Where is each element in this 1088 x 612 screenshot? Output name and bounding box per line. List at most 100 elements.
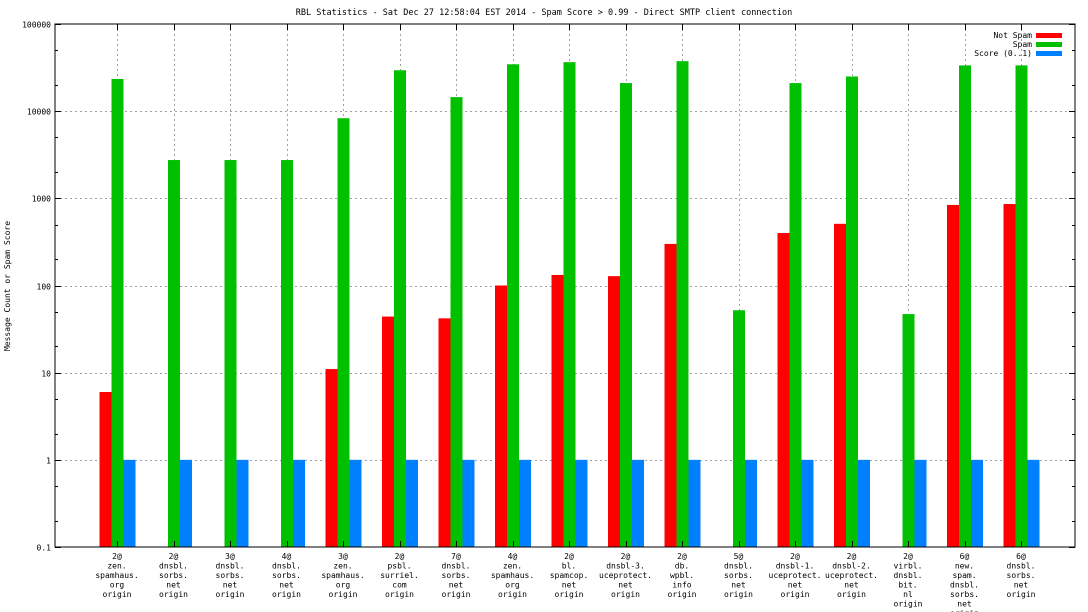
bar-spam	[563, 62, 576, 547]
bar-score-0-1	[349, 459, 362, 547]
y-tick-label: 100000	[22, 21, 51, 30]
bar-spam	[902, 314, 915, 547]
bar-score-0-1	[519, 459, 531, 547]
y-tick-label: 10000	[27, 108, 51, 117]
x-tick-label-line: spamhaus.	[95, 571, 138, 580]
x-tick-label-line: origin	[103, 590, 132, 599]
x-tick-label-line: 4@	[282, 552, 292, 561]
x-tick-label-line: dnsbl-3.	[606, 562, 645, 571]
x-tick-label: 3@ zen. spamhaus. org origin	[321, 552, 364, 599]
x-tick-label: 2@ dnsbl-2. uceprotect. net origin	[825, 552, 878, 599]
bar-not-spam	[551, 274, 564, 547]
x-tick-label-line: uceprotect.	[825, 571, 878, 580]
x-tick-label: 3@ dnsbl. sorbs. net origin	[216, 552, 245, 599]
bar-spam	[394, 70, 406, 548]
x-tick-label-line: 6@	[960, 552, 970, 561]
x-tick-label-line: sorbs.	[272, 571, 301, 580]
bar-score-0-1	[575, 459, 588, 547]
bar-score-0-1	[688, 459, 701, 547]
x-tick-label-line: 3@	[338, 552, 348, 561]
x-tick-label-line: org	[336, 581, 351, 590]
bar-not-spam	[664, 243, 677, 547]
bar-spam	[676, 61, 689, 547]
x-tick-label-line: sorbs.	[950, 590, 979, 599]
x-tick-label-line: 3@	[225, 552, 235, 561]
bar-spam	[620, 83, 632, 547]
x-tick-label-line: net	[562, 581, 577, 590]
x-tick-label-line: net	[844, 581, 859, 590]
x-tick-label-line: net	[166, 581, 181, 590]
bar-not-spam	[325, 369, 338, 547]
x-tick-label-line: info	[672, 581, 691, 590]
x-tick-label: 2@ dnsbl. sorbs. net origin	[159, 552, 188, 599]
x-tick-label: 2@ psbl. surriel. com origin	[380, 552, 419, 599]
bar-not-spam	[382, 316, 394, 547]
bar-not-spam	[608, 276, 620, 547]
x-tick-label-line: dnsbl-2.	[832, 562, 871, 571]
x-tick-label: 2@ zen. spamhaus. org origin	[95, 552, 138, 599]
bar-score-0-1	[914, 459, 927, 547]
bar-spam	[168, 160, 180, 548]
x-tick-label-line: com	[392, 581, 407, 590]
bar-score-0-1	[180, 459, 192, 547]
x-tick-label-line: uceprotect.	[769, 571, 822, 580]
x-tick-label-line: new.	[955, 562, 974, 571]
x-tick-label-line: spamhaus.	[321, 571, 364, 580]
bar-not-spam	[1003, 204, 1016, 547]
x-tick-label-line: net	[788, 581, 803, 590]
x-tick-label-line: surriel.	[380, 571, 419, 580]
x-tick-label-line: virbl.	[894, 562, 923, 571]
x-tick-label-line: net	[279, 581, 294, 590]
x-tick-label-line: sorbs.	[1007, 571, 1036, 580]
x-tick-label-line: sorbs.	[216, 571, 245, 580]
x-tick-label-line: origin	[837, 590, 866, 599]
x-tick-label-line: origin	[724, 590, 753, 599]
x-tick-label-line: dnsbl.	[159, 562, 188, 571]
chart-title: RBL Statistics - Sat Dec 27 12:58:04 EST…	[296, 8, 792, 18]
y-axis-label: Message Count or Spam Score	[3, 221, 12, 351]
x-tick-label-line: net	[449, 581, 464, 590]
x-tick-label: 4@ dnsbl. sorbs. net origin	[272, 552, 301, 599]
bar-not-spam	[834, 223, 846, 547]
bar-score-0-1	[462, 459, 475, 547]
bar-not-spam	[947, 204, 959, 547]
y-tick-label: 100	[37, 283, 52, 292]
x-tick-label-line: dnsbl.	[216, 562, 245, 571]
y-tick-label: 0.1	[37, 544, 52, 553]
x-tick-label-line: wpbl.	[670, 571, 694, 580]
x-tick-label-line: net	[957, 600, 972, 609]
x-tick-label-line: sorbs.	[442, 571, 471, 580]
x-tick-label-line: dnsbl.	[950, 581, 979, 590]
legend-swatch	[1036, 33, 1062, 38]
bar-spam	[846, 76, 858, 548]
x-tick-label-line: 2@	[169, 552, 179, 561]
x-tick-label-line: db.	[675, 562, 689, 571]
legend-swatch	[1036, 42, 1062, 47]
bar-spam	[111, 78, 124, 548]
x-tick-label-line: 7@	[451, 552, 461, 561]
x-tick-label-line: 2@	[112, 552, 122, 561]
x-tick-label-line: origin	[1007, 590, 1036, 599]
bar-spam	[959, 65, 971, 547]
x-tick-label: 2@ bl. spamcop. net origin	[550, 552, 589, 599]
x-tick-label: 2@ virbl. dnsbl. bit. nl origin	[894, 552, 923, 609]
x-tick-label-line: zen.	[107, 562, 126, 571]
x-tick-label-line: 2@	[621, 552, 631, 561]
x-tick-label-line: origin	[498, 590, 527, 599]
x-tick-label-line: net	[731, 581, 746, 590]
y-tick-label: 1000	[32, 195, 51, 204]
x-tick-label-line: origin	[555, 590, 584, 599]
x-tick-label-line: origin	[216, 590, 245, 599]
x-tick-label-line: 2@	[395, 552, 405, 561]
x-tick-label-line: origin	[272, 590, 301, 599]
y-tick-label: 1	[46, 457, 51, 466]
x-tick-label: 2@ dnsbl-3. uceprotect. net origin	[599, 552, 652, 599]
bar-spam	[1015, 65, 1028, 547]
x-tick-label-line: origin	[781, 590, 810, 599]
x-tick-label-line: zen.	[333, 562, 352, 571]
x-tick-label-line: 2@	[790, 552, 800, 561]
y-tick-label: 10	[41, 370, 51, 379]
